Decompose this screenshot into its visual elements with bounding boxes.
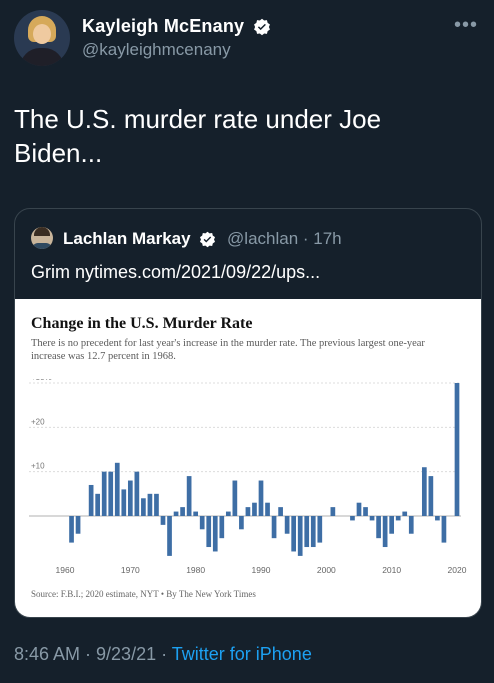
bar-1976: [167, 516, 172, 556]
bar-1995: [291, 516, 297, 552]
bar-2004: [350, 516, 355, 521]
bar-2015: [421, 467, 427, 516]
verified-badge-icon: [200, 231, 216, 248]
bar-2008: [376, 516, 381, 539]
bar-2007: [369, 516, 375, 521]
bar-2005: [356, 502, 362, 516]
bar-1988: [245, 507, 251, 516]
chart-subtitle: There is no precedent for last year's in…: [31, 338, 425, 362]
quoted-author-name: Lachlan Markay: [63, 229, 191, 248]
bar-2011: [395, 516, 401, 521]
bar-1967: [108, 471, 114, 516]
bar-1966: [101, 471, 107, 516]
bar-1978: [180, 507, 185, 516]
bar-1986: [232, 480, 238, 516]
bar-1961: [69, 516, 74, 543]
bar-1992: [271, 516, 277, 539]
chart-source: Source: F.B.I.; 2020 estimate, NYT • By …: [31, 589, 256, 599]
chart-plot: +30% +20 +10 1960 1970 1980 1990 2000 2010 2020: [29, 379, 467, 575]
quoted-tweet-text[interactable]: Grim nytimes.com/2021/09/22/ups...: [31, 262, 321, 282]
bar-2006: [363, 507, 368, 516]
bar-1968: [114, 462, 120, 516]
timestamp-text: 8:46 AM · 9/23/21 ·: [14, 644, 172, 664]
avatar-face-shape: [33, 24, 51, 44]
bar-1980: [193, 511, 199, 516]
tweet-text: The U.S. murder rate under Joe Biden...: [14, 104, 382, 168]
bar-1983: [212, 516, 218, 552]
y-tick-label: +30%: [31, 379, 52, 382]
client-link[interactable]: Twitter for iPhone: [171, 644, 312, 664]
x-tick-label: 2020: [448, 565, 467, 575]
bar-2010: [389, 516, 395, 534]
avatar[interactable]: [14, 10, 70, 66]
quoted-tweet-card[interactable]: Lachlan Markay @lachlan · 17h Grim nytim…: [14, 208, 482, 618]
bar-2013: [408, 516, 414, 534]
bar-1974: [154, 493, 159, 516]
bar-1973: [147, 493, 153, 516]
quoted-avatar-body: [32, 243, 52, 249]
x-tick-label: 2010: [382, 565, 401, 575]
bar-1990: [258, 480, 264, 516]
bar-2017: [435, 516, 440, 521]
quoted-author-row: Lachlan Markay @lachlan · 17h: [63, 229, 342, 249]
bar-1977: [173, 511, 179, 516]
bar-1962: [75, 516, 81, 534]
author-handle[interactable]: @kayleighmcenany: [82, 40, 231, 59]
bar-1965: [95, 493, 101, 516]
more-options-icon[interactable]: •••: [453, 14, 478, 36]
chart-image[interactable]: Change in the U.S. Murder Rate There is …: [15, 299, 481, 617]
chart-title: Change in the U.S. Murder Rate: [31, 315, 253, 332]
x-tick-label: 1990: [252, 565, 271, 575]
bar-1975: [160, 516, 166, 525]
bar-2012: [402, 511, 408, 516]
bar-1996: [297, 516, 303, 556]
bar-1991: [265, 502, 270, 516]
bar-1998: [310, 516, 316, 548]
bar-1999: [317, 516, 323, 543]
y-tick-label: +20: [31, 417, 45, 426]
x-tick-label: 1970: [121, 565, 140, 575]
bar-1971: [134, 471, 140, 516]
bar-2020: [454, 383, 460, 516]
x-tick-label: 2000: [317, 565, 336, 575]
bar-1964: [88, 484, 94, 516]
bar-2016: [428, 476, 434, 516]
bar-2001: [330, 507, 336, 516]
bar-1984: [219, 516, 225, 539]
bar-2009: [382, 516, 388, 548]
bar-1985: [225, 511, 231, 516]
avatar-body-shape: [20, 48, 64, 66]
quoted-author-handle: @lachlan · 17h: [227, 229, 342, 248]
x-tick-label: 1980: [186, 565, 205, 575]
bar-1987: [239, 516, 244, 530]
quoted-avatar[interactable]: [31, 227, 53, 249]
author-name-row[interactable]: Kayleigh McEnany: [82, 16, 271, 37]
bar-1970: [127, 480, 133, 516]
tweet-timestamp: 8:46 AM · 9/23/21 · Twitter for iPhone: [14, 644, 312, 665]
bar-1997: [304, 516, 310, 548]
bar-1969: [121, 489, 127, 516]
bar-1989: [252, 502, 257, 516]
bar-1972: [141, 498, 146, 516]
bar-1979: [186, 476, 192, 516]
bar-1993: [278, 507, 283, 516]
bar-1994: [284, 516, 290, 534]
bar-1981: [199, 516, 205, 530]
verified-badge-icon: [254, 19, 271, 36]
y-tick-label: +10: [31, 462, 45, 471]
author-name[interactable]: Kayleigh McEnany: [82, 16, 245, 36]
quoted-avatar-hair: [34, 227, 50, 236]
x-tick-label: 1960: [56, 565, 75, 575]
bar-2018: [441, 516, 447, 543]
bar-1982: [206, 516, 212, 548]
